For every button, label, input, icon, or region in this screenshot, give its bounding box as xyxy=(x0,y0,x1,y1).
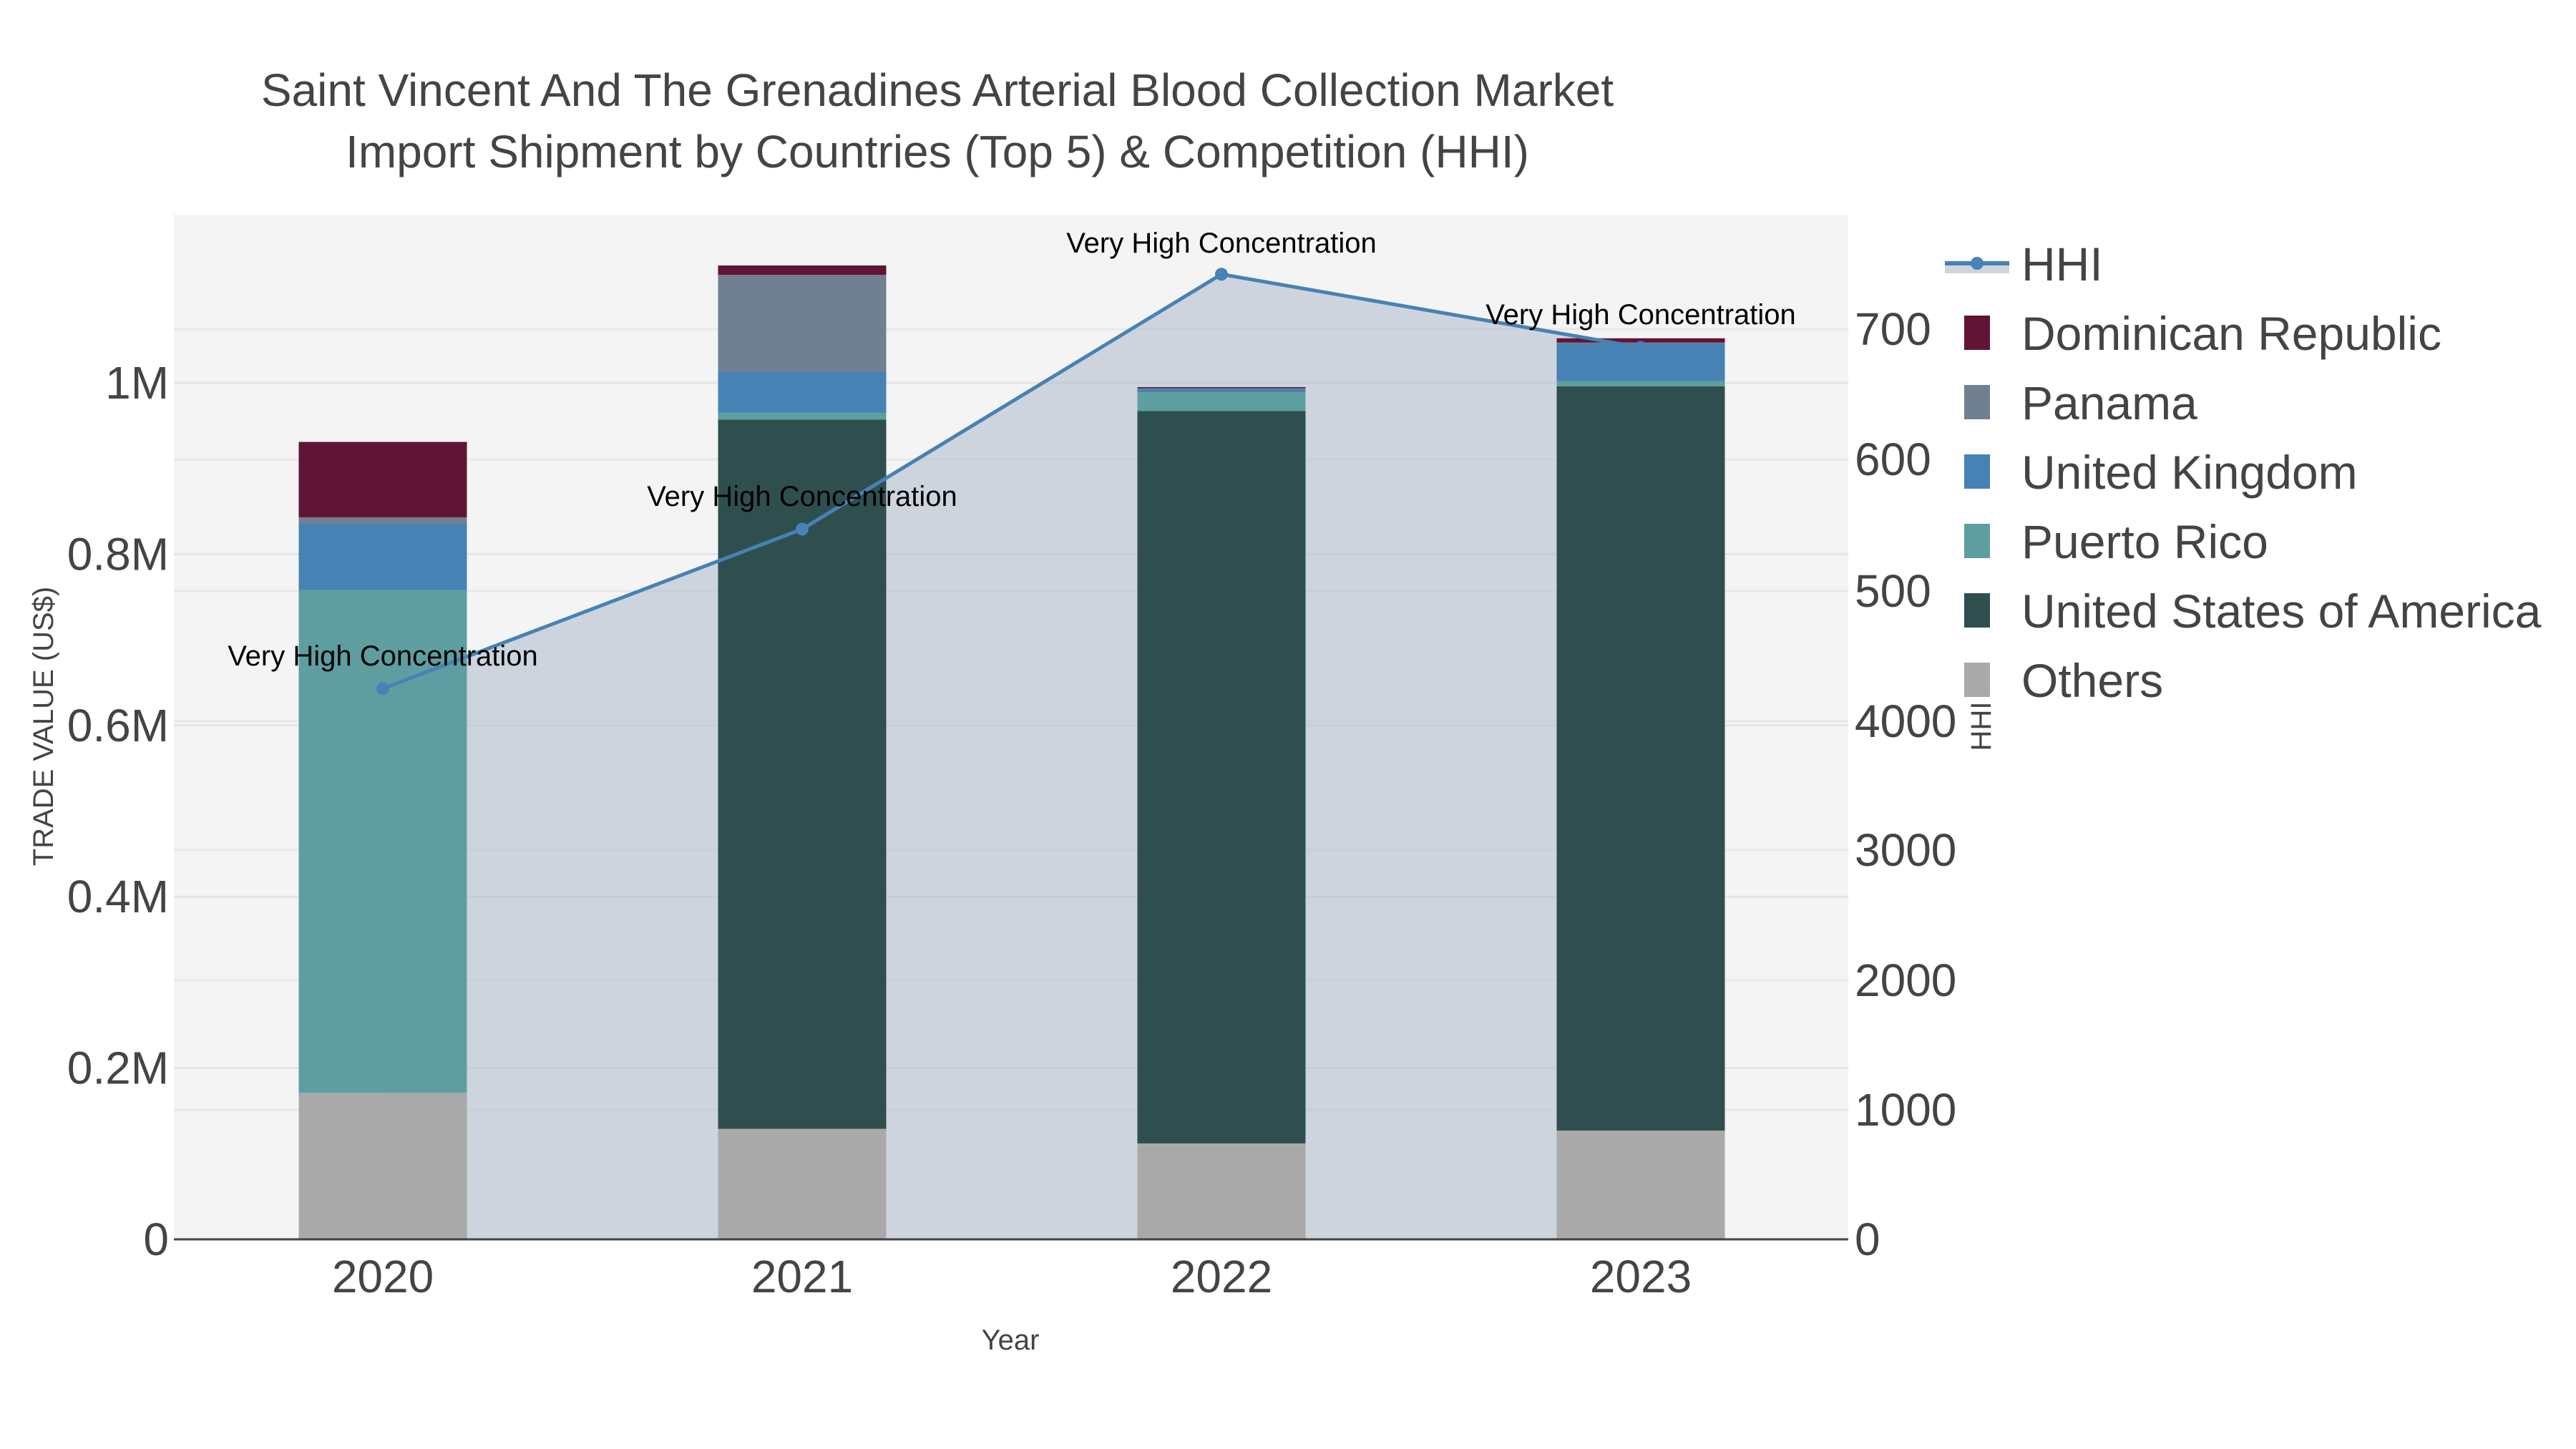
legend-label: Others xyxy=(2021,654,2163,707)
y-right-tick-label: 0 xyxy=(1855,1214,1880,1265)
bar-segment[interactable] xyxy=(718,419,887,1129)
hhi-area xyxy=(383,274,1641,1240)
y-axis-left-ticks: 0 0.2M 0.4M 0.6M 0.8M 1M xyxy=(67,357,169,1265)
legend-item[interactable]: Panama xyxy=(1964,376,2197,429)
y-right-tick-label: 4000 xyxy=(1855,696,1956,747)
hhi-line xyxy=(376,268,1647,696)
y-axis-right-title: HHI xyxy=(1966,702,1997,751)
legend-swatch xyxy=(1964,385,1990,419)
y-left-tick-label: 0.6M xyxy=(67,700,169,751)
x-tick-label: 2022 xyxy=(1171,1251,1272,1302)
y-right-tick-label: 2000 xyxy=(1855,955,1956,1006)
x-axis-title: Year xyxy=(982,1324,1040,1356)
hhi-marker[interactable] xyxy=(376,682,389,696)
hhi-area-fill xyxy=(383,274,1641,1240)
hhi-annotation: Very High Concentration xyxy=(1066,228,1377,259)
legend-swatch xyxy=(1964,593,1990,628)
x-axis-ticks: 2020 2021 2022 2023 xyxy=(332,1251,1692,1302)
y-left-tick-label: 0 xyxy=(143,1214,169,1265)
chart-title-line1: Saint Vincent And The Grenadines Arteria… xyxy=(261,64,1614,116)
legend-label: Dominican Republic xyxy=(2021,307,2441,360)
legend-swatch xyxy=(1964,524,1990,558)
legend-swatch xyxy=(1964,663,1990,697)
hhi-polyline[interactable] xyxy=(382,272,1641,691)
bar-segment[interactable] xyxy=(718,275,887,372)
bar-segment[interactable] xyxy=(298,441,467,517)
bar-segment[interactable] xyxy=(1137,386,1306,389)
y-right-tick-label: 500 xyxy=(1855,565,1931,617)
hhi-annotation: Very High Concentration xyxy=(228,640,538,672)
legend-marker xyxy=(1971,257,1984,270)
y-right-tick-label: 600 xyxy=(1855,434,1931,485)
legend-swatch xyxy=(1964,316,1990,350)
legend: HHI Dominican Republic Panama United Kingdo… xyxy=(1945,238,2542,707)
legend-label: Panama xyxy=(2021,376,2197,429)
y-right-tick-label: 3000 xyxy=(1855,824,1956,876)
bar-segment[interactable] xyxy=(1556,338,1725,343)
bar-segment[interactable] xyxy=(1556,386,1725,1131)
bar-segment[interactable] xyxy=(298,1093,467,1239)
hhi-marker[interactable] xyxy=(1215,268,1228,281)
legend-item[interactable]: Puerto Rico xyxy=(1964,515,2268,568)
legend-item[interactable]: Others xyxy=(1964,654,2163,707)
hhi-marker[interactable] xyxy=(796,522,809,536)
bar-segment[interactable] xyxy=(718,1128,887,1239)
y-axis-left-title: TRADE VALUE (US$) xyxy=(28,587,59,866)
y-left-tick-label: 1M xyxy=(105,357,169,409)
y-right-tick-label: 400 xyxy=(1855,696,1931,747)
y-right-tick-label: 1000 xyxy=(1855,1084,1956,1136)
legend-label: HHI xyxy=(2021,238,2103,291)
bar-segment[interactable] xyxy=(1556,381,1725,386)
x-tick-label: 2020 xyxy=(332,1251,434,1302)
bar-segment[interactable] xyxy=(718,265,887,275)
bar-segment[interactable] xyxy=(1137,411,1306,1143)
legend-label: United States of America xyxy=(2021,585,2542,638)
y-left-tick-label: 0.4M xyxy=(67,871,169,922)
bar-segment[interactable] xyxy=(1137,389,1306,393)
bar-segment[interactable] xyxy=(718,371,887,413)
y-left-tick-label: 0.8M xyxy=(67,528,169,580)
legend-label: United Kingdom xyxy=(2021,446,2358,499)
hhi-marker[interactable] xyxy=(1634,341,1647,354)
annotations: Very High Concentration Very High Concent… xyxy=(228,228,1796,672)
x-tick-label: 2021 xyxy=(751,1251,853,1302)
bar-segment[interactable] xyxy=(298,524,467,590)
legend-item[interactable]: United States of America xyxy=(1964,585,2542,638)
bar-segment[interactable] xyxy=(298,590,467,1093)
x-tick-label: 2023 xyxy=(1590,1251,1692,1302)
y-left-tick-label: 0.2M xyxy=(67,1043,169,1094)
hhi-annotation: Very High Concentration xyxy=(647,481,957,512)
bar-segment[interactable] xyxy=(1556,1130,1725,1239)
y-right-tick-label: 700 xyxy=(1855,303,1931,355)
legend-label: Puerto Rico xyxy=(2021,515,2268,568)
legend-item[interactable]: United Kingdom xyxy=(1964,446,2358,499)
bar-segment[interactable] xyxy=(718,412,887,420)
hhi-annotation: Very High Concentration xyxy=(1485,299,1796,331)
bar-segment[interactable] xyxy=(1137,388,1306,389)
legend-swatch xyxy=(1964,454,1990,489)
bar-segment[interactable] xyxy=(298,517,467,525)
bar-stacks xyxy=(298,265,1725,1239)
chart-title-line2: Import Shipment by Countries (Top 5) & C… xyxy=(346,126,1529,177)
legend-item[interactable]: HHI xyxy=(1945,238,2103,291)
bar-segment[interactable] xyxy=(1137,392,1306,411)
legend-item[interactable]: Dominican Republic xyxy=(1964,307,2441,360)
bar-segment[interactable] xyxy=(1137,1143,1306,1239)
